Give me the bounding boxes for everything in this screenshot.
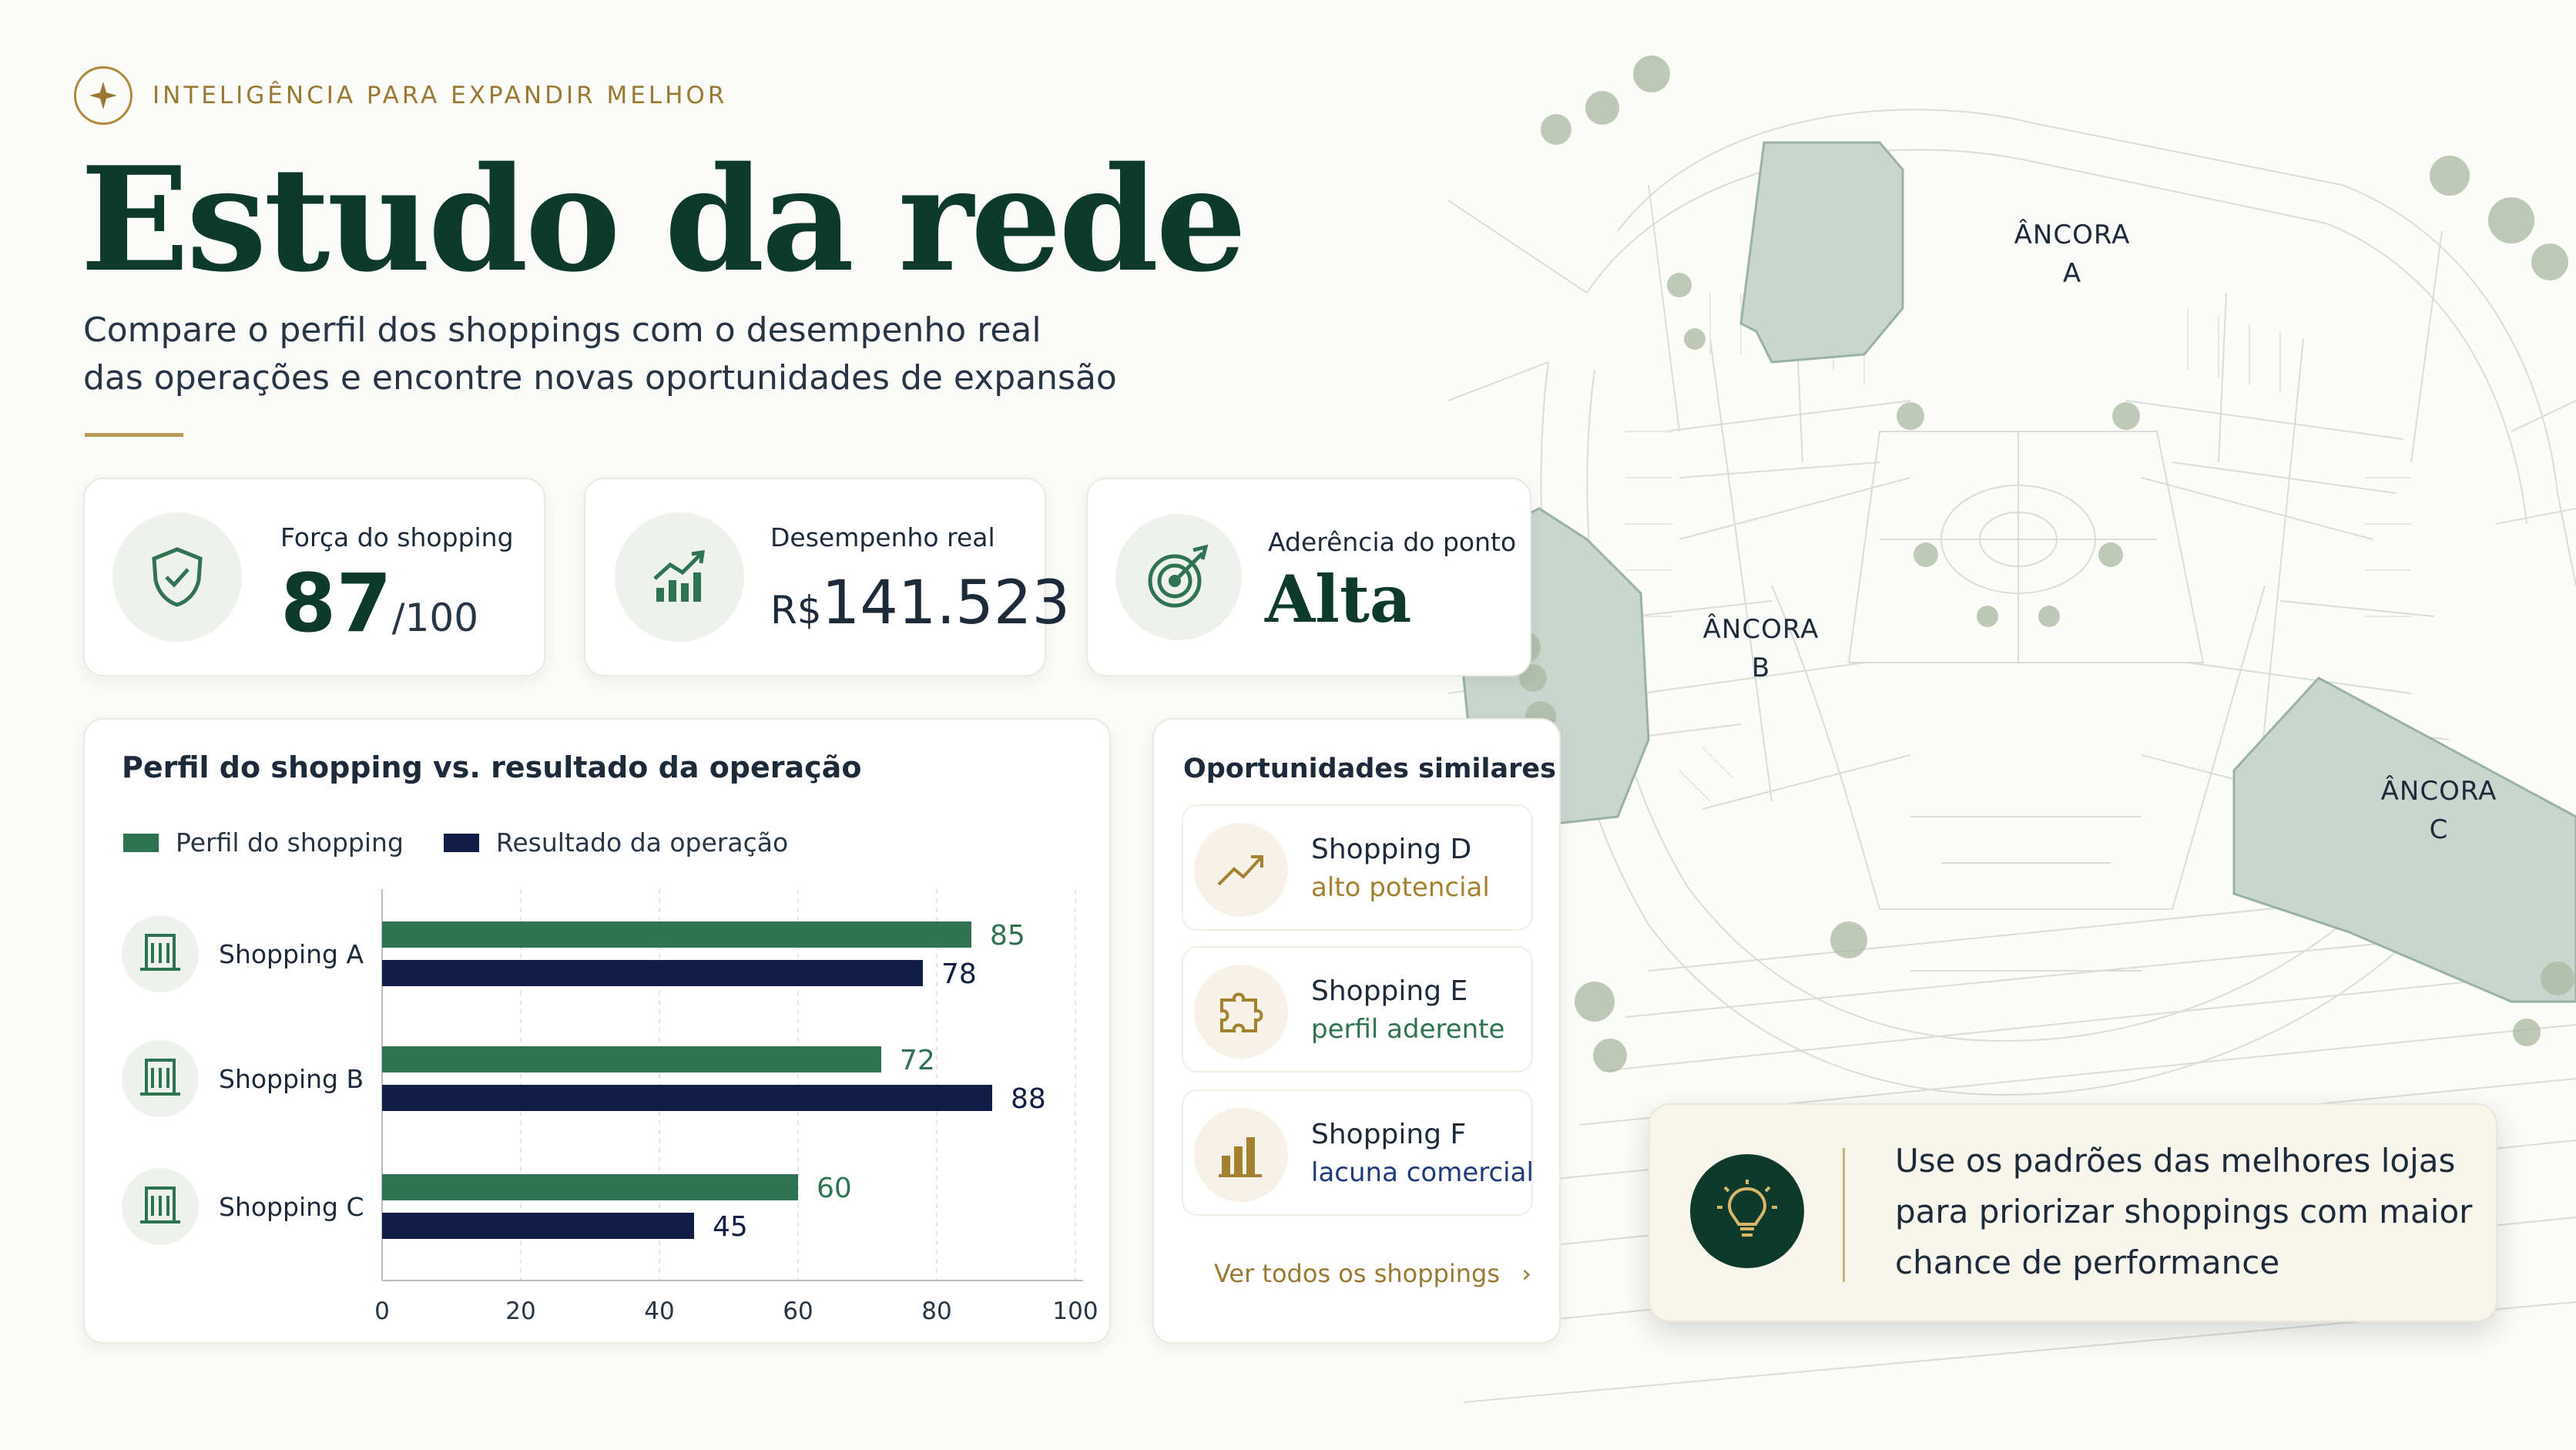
sparkle-icon [74,66,132,125]
bar [382,1046,881,1072]
data-label: 85 [990,920,1025,952]
legend-label-profile: Perfil do shopping [176,827,404,858]
x-tick-label: 80 [921,1297,951,1325]
insight-text: Use os padrões das melhores lojas para p… [1895,1142,2473,1281]
page-title: Estudo da rede [80,135,1247,304]
kpi-label: Força do shopping [280,522,514,552]
data-label: 78 [941,958,977,990]
kpi-card-adherence: Aderência do ponto Alta [1086,478,1531,676]
category-label: Shopping A [219,939,364,969]
category-label: Shopping B [219,1064,364,1094]
kpi-value: R$141.523 [770,569,1071,638]
page-subtitle: Compare o perfil dos shoppings com o des… [83,310,1117,398]
opportunity-status: lacuna comercial [1311,1157,1534,1188]
bar [382,921,971,948]
opportunities-title: Oportunidades similares [1183,754,1556,784]
insight-divider [1843,1148,1845,1282]
x-tick-label: 60 [783,1297,813,1325]
data-label: 88 [1011,1083,1046,1115]
puzzle-icon [1194,965,1288,1059]
building-icon [140,934,180,971]
eyebrow-text: INTELIGÊNCIA PARA EXPANDIR MELHOR [153,82,728,109]
bar-chart: 0 20 40 60 80 100 Shopping A 85 78 Shopping B 72 88… [122,889,1098,1325]
kpi-value: Alta [1265,561,1412,637]
shield-check-icon [112,512,242,642]
bar [382,960,923,986]
data-label: 45 [713,1211,748,1243]
building-icon [140,1187,180,1223]
legend-swatch-result [443,833,479,852]
kpi-card-strength: Força do shopping 87/100 [83,478,545,676]
x-tick-label: 40 [644,1297,674,1325]
category-label: Shopping C [219,1192,364,1222]
building-icon [140,1059,180,1096]
bar [382,1213,694,1239]
trend-up-icon [1194,823,1288,917]
eyebrow: INTELIGÊNCIA PARA EXPANDIR MELHOR [74,66,727,125]
target-icon [1115,514,1242,640]
x-tick-label: 0 [374,1297,390,1325]
opportunity-name: Shopping D [1311,834,1472,865]
opportunities-card: Oportunidades similares Shopping D alto … [1152,718,1561,1344]
comparison-title: Perfil do shopping vs. resultado da oper… [122,750,862,784]
opportunity-item[interactable]: Shopping E perfil aderente [1182,946,1533,1072]
chart-legend: Perfil do shopping Resultado da operação [123,827,788,858]
opportunity-name: Shopping F [1311,1119,1467,1150]
bar [382,1085,992,1111]
legend-label-result: Resultado da operação [495,827,789,858]
opportunity-item[interactable]: Shopping F lacuna comercial [1182,1089,1534,1216]
chevron-right-icon: › [1521,1259,1531,1288]
data-label: 60 [817,1173,852,1204]
anchor-a-label: ÂNCORA A [2014,220,2131,289]
anchor-c-label: ÂNCORA C [2380,776,2497,845]
opportunity-status: alto potencial [1311,872,1490,903]
insight-callout: Use os padrões das melhores lojas para p… [1649,1103,2497,1322]
opportunity-name: Shopping E [1311,975,1468,1007]
opportunity-status: perfil aderente [1311,1014,1505,1045]
legend-swatch-profile [123,833,159,852]
comparison-card: Perfil do shopping vs. resultado da oper… [83,718,1111,1344]
x-tick-label: 100 [1052,1297,1098,1325]
see-all-label: Ver todos os shoppings [1214,1259,1501,1288]
data-label: 72 [900,1045,935,1076]
kpi-card-performance: Desempenho real R$141.523 [584,478,1070,676]
growth-chart-icon [615,512,744,642]
opportunity-item[interactable]: Shopping D alto potencial [1182,804,1533,931]
x-tick-label: 20 [505,1297,535,1325]
kpi-label: Aderência do ponto [1268,527,1517,557]
kpi-label: Desempenho real [770,522,995,552]
kpi-value: 87/100 [280,556,479,650]
bar [382,1174,798,1200]
see-all-link[interactable]: Ver todos os shoppings › [1214,1259,1531,1288]
title-underline [85,433,183,437]
bar-chart-icon [1194,1108,1288,1202]
lightbulb-icon [1690,1154,1804,1268]
anchor-b-label: ÂNCORA B [1702,614,1820,683]
